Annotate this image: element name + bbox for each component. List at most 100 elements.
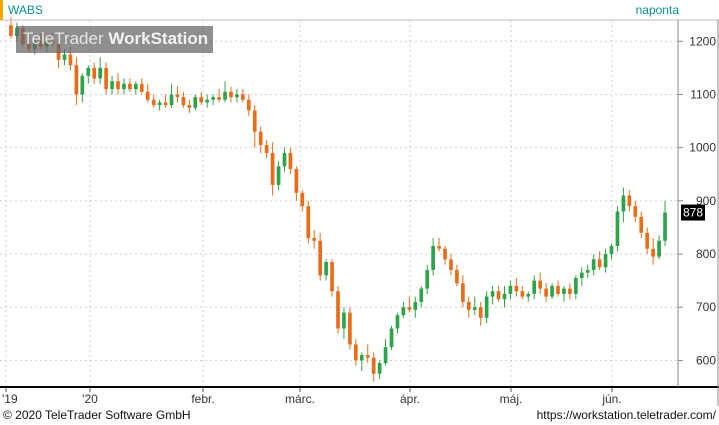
candle-body (496, 291, 501, 300)
candle-body (633, 206, 638, 217)
x-tick-label: ápr. (400, 392, 420, 406)
candle-body (573, 277, 578, 294)
candle-body (383, 347, 388, 364)
candle-body (128, 83, 132, 90)
candle-body (562, 288, 566, 294)
candle-body (122, 83, 126, 90)
candle-body (568, 288, 572, 294)
candle-body (68, 54, 73, 66)
candle-body (657, 240, 661, 257)
candle-body (181, 97, 186, 106)
candle-body (205, 99, 210, 103)
candle-body (603, 254, 608, 268)
y-tick-label: 800 (696, 247, 716, 261)
x-tick-label: '19 (2, 392, 18, 406)
y-tick-label: 900 (696, 194, 716, 208)
candle-body (645, 232, 650, 249)
candle-body (116, 81, 120, 90)
candle-body (104, 67, 108, 90)
candle-body (199, 97, 204, 103)
candle-body (235, 94, 239, 98)
candle-body (395, 315, 400, 329)
candle-body (336, 291, 340, 329)
candle-body (449, 259, 453, 270)
grid (0, 20, 678, 387)
candle-body (211, 97, 215, 100)
candle-body (419, 288, 424, 302)
candle-body (62, 54, 67, 60)
candle-body (264, 144, 269, 153)
candle-body (330, 262, 334, 292)
candle-body (193, 97, 198, 108)
copyright-text: © 2020 TeleTrader Software GmbH (3, 408, 191, 422)
candle-body (246, 99, 251, 111)
candle-body (466, 301, 471, 310)
candle-body (431, 246, 435, 270)
y-tick-label: 1000 (689, 141, 716, 155)
candle-body (490, 291, 495, 297)
y-tick-label: 1100 (690, 87, 716, 101)
candle-body (86, 67, 91, 76)
candle-body (157, 102, 162, 106)
candle-body (282, 152, 287, 167)
candle-body (145, 91, 150, 100)
candle-body (484, 296, 489, 318)
candle-body (9, 25, 13, 36)
candle-body (288, 152, 293, 169)
candle-body (520, 291, 525, 297)
candle-body (217, 97, 221, 100)
candle-body (151, 99, 156, 106)
candle-body (276, 166, 281, 185)
candle-body (455, 269, 459, 284)
candle-body (627, 195, 632, 207)
candle-body (377, 363, 382, 374)
x-tick-label: márc. (285, 392, 315, 406)
candle-body (556, 285, 560, 294)
candle-body (133, 83, 138, 90)
source-url[interactable]: https://workstation.teletrader.com/ (536, 408, 716, 422)
candle-body (651, 248, 655, 257)
candle-body (229, 91, 233, 98)
candle-body (579, 272, 584, 278)
candle-body (270, 152, 275, 185)
watermark-product: WorkStation (108, 29, 209, 48)
candle-body (169, 94, 174, 106)
candle-body (544, 288, 548, 297)
candle-body (508, 285, 513, 294)
candle-body (187, 105, 192, 108)
candle-body (312, 238, 317, 241)
candle-body (472, 307, 477, 310)
candle-body (639, 216, 644, 233)
candle-body (98, 67, 103, 79)
watermark-brand: TeleTrader (23, 29, 104, 48)
footer: © 2020 TeleTrader Software GmbH https://… (0, 406, 719, 425)
candle-body (609, 246, 614, 255)
y-tick-label: 1200 (689, 34, 716, 48)
candle-body (425, 269, 430, 289)
candle-body (324, 262, 328, 276)
candle-body (550, 285, 554, 297)
candle-body (538, 280, 543, 289)
ticker-symbol: WABS (8, 3, 43, 17)
candle-body (294, 168, 299, 193)
candle-body (175, 94, 180, 98)
candle-body (318, 240, 323, 276)
candle-body (359, 355, 364, 361)
candle-body (526, 293, 531, 297)
candle-body (502, 293, 507, 300)
period-label: naponta (635, 3, 679, 17)
candle-body (80, 75, 85, 95)
candle-body (621, 195, 626, 212)
candle-body (353, 344, 358, 361)
candle-body (413, 301, 418, 310)
last-price-label: 878 (683, 206, 703, 220)
candle-body (223, 91, 227, 100)
candle-body (407, 307, 412, 310)
last-price-box (681, 204, 705, 221)
x-tick-label: '20 (82, 392, 98, 406)
watermark-logo: TeleTrader WorkStation (16, 26, 213, 53)
candle-body (585, 269, 590, 273)
candle-body (615, 211, 620, 247)
candle-body (532, 280, 537, 294)
candle-body (389, 328, 394, 348)
